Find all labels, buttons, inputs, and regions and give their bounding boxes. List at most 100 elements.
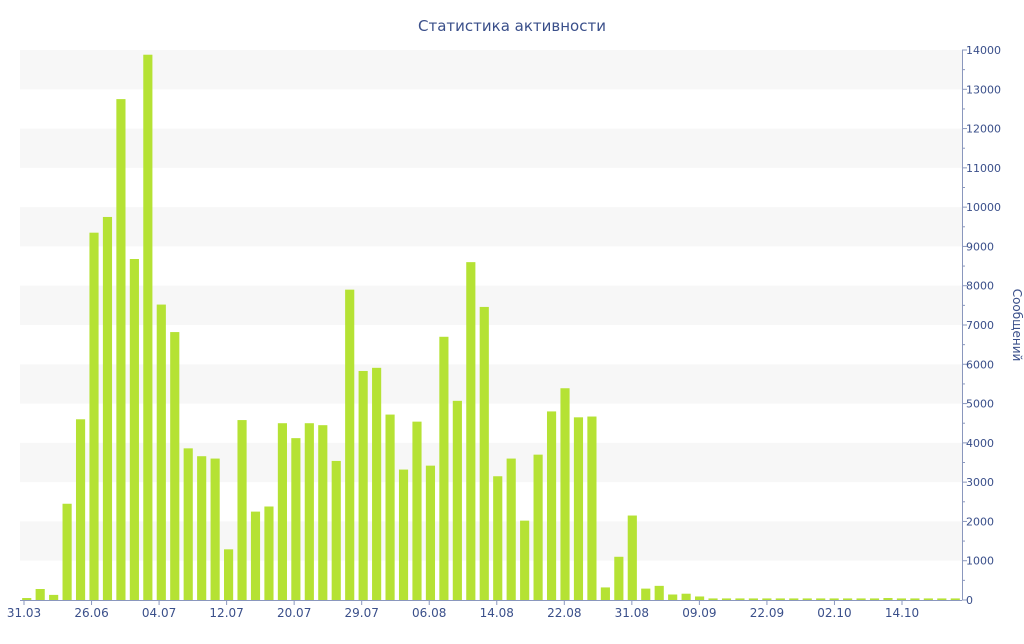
y-tick-label: 8000 xyxy=(966,280,994,293)
grid-band xyxy=(20,285,962,325)
x-tick-label: 31.03 xyxy=(7,606,41,620)
y-tick-label: 0 xyxy=(966,594,973,607)
x-tick-label: 04.07 xyxy=(142,606,176,620)
bar xyxy=(345,289,355,600)
x-tick-label: 02.10 xyxy=(817,606,851,620)
grid-band xyxy=(20,50,962,90)
bar xyxy=(775,598,785,600)
x-tick-label: 20.07 xyxy=(277,606,311,620)
bar xyxy=(425,465,436,600)
y-tick-label: 13000 xyxy=(966,83,1001,96)
bar xyxy=(627,515,637,600)
bar xyxy=(654,585,664,600)
bar xyxy=(170,332,180,600)
bar xyxy=(600,587,610,600)
bar-series xyxy=(22,54,960,600)
bar xyxy=(237,420,247,600)
bar xyxy=(869,598,880,600)
bar xyxy=(493,476,503,600)
bar xyxy=(197,456,207,600)
bar xyxy=(358,370,368,600)
y-tick-label: 6000 xyxy=(966,358,994,371)
y-axis-label: Сообщений xyxy=(1010,289,1024,362)
bar xyxy=(668,594,678,600)
bar xyxy=(143,54,153,600)
bar xyxy=(560,388,570,600)
bar xyxy=(116,99,126,600)
bar xyxy=(129,259,139,600)
grid-bands xyxy=(20,50,962,561)
bar xyxy=(479,306,489,600)
bar xyxy=(843,598,853,600)
bar xyxy=(264,506,274,600)
x-tick-label: 31.08 xyxy=(615,606,649,620)
bar xyxy=(412,421,422,600)
bar xyxy=(506,458,516,600)
bar xyxy=(224,549,234,600)
x-tick-label: 14.08 xyxy=(480,606,514,620)
bar xyxy=(816,598,826,600)
bar xyxy=(291,438,301,600)
y-tick-label: 1000 xyxy=(966,555,994,568)
bar xyxy=(883,598,893,600)
bar xyxy=(277,423,287,600)
grid-band xyxy=(20,128,962,168)
bar xyxy=(62,503,72,600)
bar xyxy=(533,454,543,600)
bar xyxy=(587,416,597,600)
y-tick-label: 11000 xyxy=(966,162,1001,175)
bar xyxy=(385,414,395,600)
bar xyxy=(183,448,193,600)
y-tick-label: 7000 xyxy=(966,319,994,332)
bar xyxy=(641,588,651,600)
bar xyxy=(910,598,920,600)
bar xyxy=(89,232,99,600)
bar xyxy=(896,598,907,600)
bar xyxy=(789,598,799,600)
bar xyxy=(210,458,220,600)
bar xyxy=(748,598,758,600)
bar xyxy=(466,262,476,600)
bar xyxy=(802,598,812,600)
bar xyxy=(695,596,705,600)
bar xyxy=(762,598,772,600)
y-tick-label: 4000 xyxy=(966,437,994,450)
bar xyxy=(573,417,584,600)
x-tick-label: 12.07 xyxy=(209,606,243,620)
bar xyxy=(49,594,59,600)
bar xyxy=(35,589,45,600)
bar xyxy=(614,556,624,600)
x-tick-label: 22.08 xyxy=(547,606,581,620)
x-tick-label: 09.09 xyxy=(682,606,716,620)
bar xyxy=(546,411,557,600)
bar xyxy=(708,598,718,600)
bar xyxy=(398,469,409,600)
bar xyxy=(156,304,166,600)
bar xyxy=(681,593,691,600)
bar xyxy=(829,598,839,600)
bar xyxy=(950,598,960,600)
bar xyxy=(937,598,947,600)
y-tick-label: 9000 xyxy=(966,240,994,253)
x-tick-label: 22.09 xyxy=(750,606,784,620)
grid-band xyxy=(20,207,962,247)
x-tick-label: 06.08 xyxy=(412,606,446,620)
bar xyxy=(372,367,382,600)
y-tick-label: 12000 xyxy=(966,123,1001,136)
y-tick-label: 3000 xyxy=(966,476,994,489)
x-tick-label: 14.10 xyxy=(885,606,919,620)
bar xyxy=(735,598,745,600)
axes: 0 1000 2000 3000 4000 5000 6000 7000 8000 9000 100… xyxy=(7,44,1001,620)
bar xyxy=(75,419,86,600)
bar xyxy=(439,336,449,600)
bar xyxy=(520,520,530,600)
y-tick-label: 5000 xyxy=(966,398,994,411)
bar xyxy=(22,598,32,600)
bar xyxy=(856,598,866,600)
bar xyxy=(304,423,314,600)
bar xyxy=(318,425,328,600)
y-tick-label: 14000 xyxy=(966,44,1001,57)
bar xyxy=(452,400,462,600)
